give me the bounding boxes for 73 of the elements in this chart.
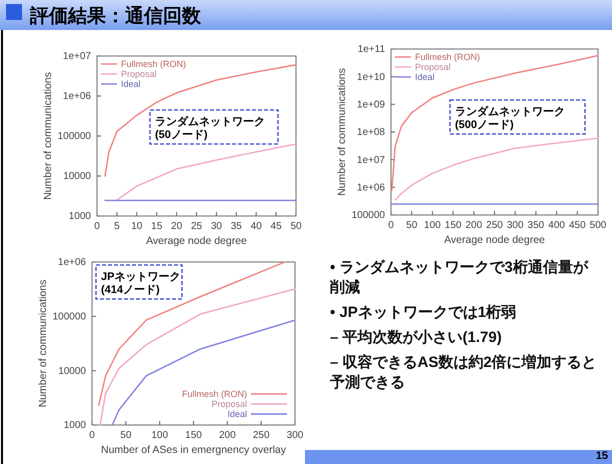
x-tick-label: 100 (151, 430, 168, 442)
y-tick-label: 1e+09 (356, 100, 386, 111)
y-tick-label: 1e+06 (58, 257, 86, 268)
text: – 平均次数が小さい(1.79) (330, 328, 503, 348)
x-tick-label: 5 (114, 221, 120, 232)
line-series (112, 319, 296, 426)
y-tick-label: 1e+06 (356, 182, 386, 194)
text: 評価結果：通信回数 (30, 4, 201, 29)
x-tick-label: 15 (151, 221, 163, 232)
y-tick-label: 100000 (352, 210, 386, 222)
y-tick-label: 1000 (68, 211, 92, 222)
legend-label: Ideal (121, 79, 141, 89)
x-tick-label: 10 (131, 221, 143, 232)
x-tick-label: 40 (250, 221, 262, 232)
y-tick-label: 1e+07 (356, 154, 386, 166)
x-tick-label: 50 (290, 221, 302, 232)
x-tick-label: 150 (444, 220, 462, 232)
x-tick-label: 300 (286, 430, 304, 442)
x-tick-label: 45 (270, 221, 282, 232)
annotation: JPネットワーク (414ノード) (101, 271, 180, 296)
x-tick-label: 50 (406, 220, 418, 232)
x-tick-label: 35 (230, 221, 242, 232)
x-tick-label: 200 (465, 220, 483, 232)
y-tick-label: 1000 (64, 420, 86, 432)
legend-label: Ideal (227, 409, 247, 419)
y-axis-title: Number of communications (42, 72, 54, 200)
y-tick-label: 1e+06 (62, 91, 92, 102)
y-tick-label: 1e+08 (356, 127, 386, 138)
legend-label: Fullmesh (RON) (415, 52, 480, 62)
x-tick-label: 300 (506, 220, 524, 232)
x-tick-label: 20 (171, 221, 183, 232)
x-tick-label: 200 (218, 430, 236, 442)
y-tick-label: 100000 (58, 131, 92, 142)
x-tick-label: 30 (210, 221, 222, 232)
x-tick-label: 25 (190, 221, 202, 232)
x-tick-label: 250 (486, 220, 504, 232)
y-tick-label: 10000 (63, 171, 92, 182)
legend-label: Proposal (415, 62, 451, 72)
x-tick-label: 450 (568, 220, 586, 232)
line-series (391, 54, 599, 191)
legend-label: Ideal (415, 72, 435, 82)
text: 15 (596, 450, 608, 462)
y-axis-title: Number of communications (37, 280, 49, 408)
x-axis-title: Number of ASes in emergnency overlay (100, 444, 287, 456)
annotation: ランダムネットワーク (50ノード) (155, 115, 265, 141)
legend-label: Fullmesh (RON) (182, 389, 247, 399)
legend-label: Proposal (211, 399, 247, 409)
x-tick-label: 350 (528, 220, 545, 232)
legend-label: Proposal (121, 69, 157, 79)
y-tick-label: 10000 (58, 366, 86, 377)
x-tick-label: 50 (120, 430, 132, 442)
x-tick-label: 150 (185, 430, 202, 442)
x-axis-title: Average node degree (444, 234, 546, 246)
text: • JPネットワークでは1桁弱 (330, 303, 518, 323)
x-tick-label: 400 (548, 220, 566, 232)
y-axis-title: Number of communications (336, 68, 348, 196)
x-tick-label: 0 (388, 220, 394, 232)
text: • ランダムネットワークで3桁通信量が削減 (330, 258, 590, 298)
text: – 収容できるAS数は約2倍に増加すると予測できる (330, 353, 598, 393)
line-series (394, 137, 599, 201)
y-tick-label: 1e+11 (358, 44, 386, 56)
x-axis-title: Average node degree (146, 235, 248, 247)
y-tick-label: 100000 (52, 312, 86, 323)
x-tick-label: 0 (89, 430, 96, 442)
legend-label: Fullmesh (RON) (121, 59, 186, 69)
y-tick-label: 1e+10 (356, 72, 386, 83)
x-tick-label: 500 (590, 220, 607, 232)
y-tick-label: 1e+07 (62, 51, 92, 62)
x-tick-label: 250 (252, 430, 270, 442)
x-tick-label: 0 (94, 221, 100, 232)
line-series (116, 143, 297, 201)
annotation: ランダムネットワーク (500ノード) (455, 105, 565, 131)
x-tick-label: 100 (424, 220, 442, 232)
